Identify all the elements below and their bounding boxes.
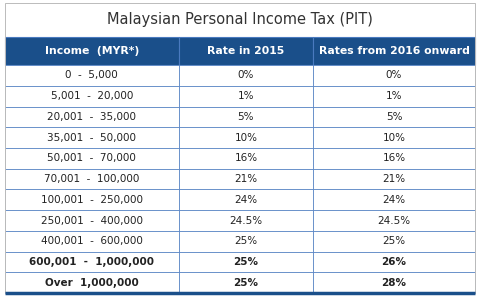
Bar xyxy=(5,86,179,107)
Bar xyxy=(5,231,179,252)
Bar xyxy=(179,127,313,148)
Text: 25%: 25% xyxy=(234,236,257,246)
Bar xyxy=(5,272,179,293)
Text: 0%: 0% xyxy=(386,70,402,81)
Bar xyxy=(5,37,179,65)
Bar xyxy=(5,189,179,210)
Text: 0%: 0% xyxy=(238,70,254,81)
Text: 50,001  -  70,000: 50,001 - 70,000 xyxy=(48,153,136,163)
Text: 16%: 16% xyxy=(383,153,406,163)
Text: 400,001  -  600,000: 400,001 - 600,000 xyxy=(41,236,143,246)
Text: 1%: 1% xyxy=(386,91,402,101)
Text: 25%: 25% xyxy=(233,257,258,267)
Bar xyxy=(179,272,313,293)
Text: 250,001  -  400,000: 250,001 - 400,000 xyxy=(41,215,143,226)
Text: 21%: 21% xyxy=(234,174,257,184)
Bar xyxy=(313,37,475,65)
Text: 5%: 5% xyxy=(386,112,402,122)
Bar xyxy=(179,65,313,86)
Text: Income  (MYR*): Income (MYR*) xyxy=(45,46,139,56)
Bar xyxy=(5,65,179,86)
Text: Malaysian Personal Income Tax (PIT): Malaysian Personal Income Tax (PIT) xyxy=(107,12,373,28)
Text: 100,001  -  250,000: 100,001 - 250,000 xyxy=(41,195,143,205)
Text: 24%: 24% xyxy=(383,195,406,205)
Text: Rate in 2015: Rate in 2015 xyxy=(207,46,285,56)
Text: 25%: 25% xyxy=(233,278,258,288)
Text: 20,001  -  35,000: 20,001 - 35,000 xyxy=(48,112,136,122)
Bar xyxy=(179,86,313,107)
Bar xyxy=(313,272,475,293)
Text: 16%: 16% xyxy=(234,153,257,163)
Text: 24.5%: 24.5% xyxy=(229,215,263,226)
Bar xyxy=(313,169,475,189)
Bar xyxy=(5,127,179,148)
Bar xyxy=(179,231,313,252)
Text: Over  1,000,000: Over 1,000,000 xyxy=(45,278,139,288)
Text: 35,001  -  50,000: 35,001 - 50,000 xyxy=(48,133,136,143)
Bar xyxy=(313,231,475,252)
Text: 5,001  -  20,000: 5,001 - 20,000 xyxy=(50,91,133,101)
Bar xyxy=(179,107,313,127)
Bar xyxy=(313,189,475,210)
Text: 5%: 5% xyxy=(238,112,254,122)
Text: 10%: 10% xyxy=(234,133,257,143)
Bar xyxy=(313,86,475,107)
Text: 10%: 10% xyxy=(383,133,406,143)
Text: 0  -  5,000: 0 - 5,000 xyxy=(65,70,118,81)
Bar xyxy=(5,169,179,189)
Text: 1%: 1% xyxy=(238,91,254,101)
Text: 24.5%: 24.5% xyxy=(377,215,410,226)
Text: 70,001  -  100,000: 70,001 - 100,000 xyxy=(44,174,140,184)
Text: 600,001  -  1,000,000: 600,001 - 1,000,000 xyxy=(29,257,155,267)
Text: 24%: 24% xyxy=(234,195,257,205)
Bar xyxy=(5,107,179,127)
Bar xyxy=(179,148,313,169)
Bar xyxy=(313,210,475,231)
Bar xyxy=(179,210,313,231)
Bar xyxy=(313,107,475,127)
Bar xyxy=(5,252,179,272)
Text: 21%: 21% xyxy=(383,174,406,184)
Bar xyxy=(179,169,313,189)
Text: Rates from 2016 onward: Rates from 2016 onward xyxy=(319,46,469,56)
Bar xyxy=(5,148,179,169)
Text: 26%: 26% xyxy=(382,257,407,267)
Bar xyxy=(313,252,475,272)
Bar xyxy=(313,127,475,148)
Bar xyxy=(179,189,313,210)
Bar xyxy=(179,252,313,272)
Bar xyxy=(313,65,475,86)
Bar xyxy=(5,210,179,231)
Bar xyxy=(179,37,313,65)
Bar xyxy=(313,148,475,169)
Text: 25%: 25% xyxy=(383,236,406,246)
Text: 28%: 28% xyxy=(382,278,407,288)
